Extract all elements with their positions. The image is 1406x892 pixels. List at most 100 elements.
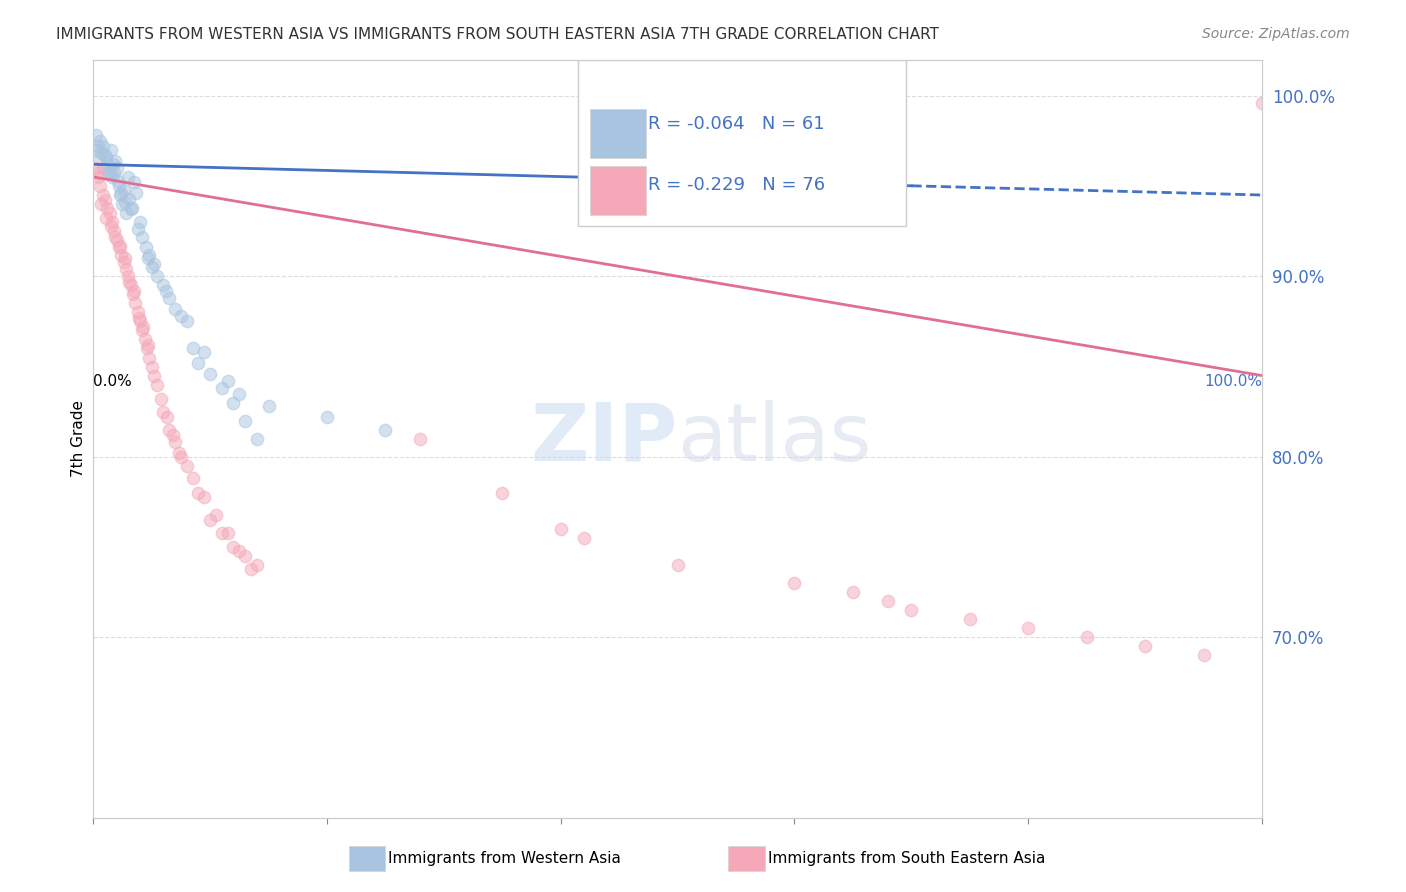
Text: Source: ZipAtlas.com: Source: ZipAtlas.com	[1202, 27, 1350, 41]
Point	[409, 432, 432, 446]
Point	[112, 183, 135, 197]
Point	[122, 175, 145, 189]
Point	[94, 150, 117, 164]
Point	[187, 486, 209, 500]
Point	[181, 342, 204, 356]
Text: 100.0%: 100.0%	[1204, 375, 1263, 389]
Point	[87, 139, 110, 153]
Point	[257, 399, 280, 413]
Point	[198, 367, 221, 381]
Point	[108, 238, 131, 252]
Text: R = -0.229   N = 76: R = -0.229 N = 76	[648, 176, 825, 194]
Point	[98, 164, 121, 178]
Point	[127, 305, 149, 319]
Point	[124, 296, 146, 310]
Point	[163, 435, 186, 450]
Point	[90, 197, 112, 211]
Point	[118, 192, 141, 206]
Point	[138, 351, 160, 365]
Point	[129, 314, 152, 328]
Point	[316, 410, 339, 425]
Point	[134, 333, 156, 347]
Point	[128, 310, 150, 325]
Point	[117, 269, 139, 284]
Point	[132, 319, 155, 334]
Point	[181, 471, 204, 485]
Point	[228, 543, 250, 558]
Point	[842, 585, 865, 599]
Point	[104, 229, 127, 244]
Point	[1251, 95, 1274, 110]
Point	[170, 450, 193, 464]
Point	[167, 446, 190, 460]
Point	[91, 139, 114, 153]
Point	[222, 540, 245, 554]
Point	[176, 314, 198, 328]
Point	[187, 356, 209, 370]
FancyBboxPatch shape	[591, 166, 645, 215]
Point	[1017, 621, 1039, 635]
Point	[97, 164, 120, 178]
Point	[246, 558, 269, 573]
Point	[162, 428, 184, 442]
Point	[374, 423, 396, 437]
Point	[93, 161, 115, 175]
Point	[86, 143, 108, 157]
Point	[136, 342, 159, 356]
Point	[136, 251, 159, 265]
Point	[146, 269, 169, 284]
Point	[108, 188, 131, 202]
Point	[783, 576, 806, 591]
Point	[666, 558, 689, 573]
Point	[152, 405, 174, 419]
FancyBboxPatch shape	[578, 60, 905, 227]
Text: Immigrants from Western Asia: Immigrants from Western Asia	[388, 852, 621, 866]
Point	[138, 247, 160, 261]
Point	[1192, 648, 1215, 663]
Point	[114, 195, 136, 210]
Point	[90, 146, 112, 161]
Point	[572, 531, 595, 545]
Text: R = -0.064   N = 61: R = -0.064 N = 61	[648, 115, 825, 133]
Point	[105, 161, 128, 175]
Point	[193, 345, 215, 359]
Point	[211, 525, 233, 540]
Point	[125, 186, 148, 201]
Text: Immigrants from South Eastern Asia: Immigrants from South Eastern Asia	[768, 852, 1045, 866]
Point	[228, 386, 250, 401]
Point	[152, 278, 174, 293]
Point	[222, 395, 245, 409]
Point	[155, 284, 177, 298]
Point	[84, 128, 107, 143]
Y-axis label: 7th Grade: 7th Grade	[72, 401, 86, 477]
Point	[1076, 631, 1098, 645]
Point	[1133, 640, 1156, 654]
Point	[101, 215, 124, 229]
Point	[491, 486, 513, 500]
Point	[240, 562, 263, 576]
Point	[157, 423, 180, 437]
Point	[163, 301, 186, 316]
Point	[111, 197, 134, 211]
Point	[233, 414, 256, 428]
Point	[103, 166, 125, 180]
Point	[877, 594, 900, 608]
Point	[91, 188, 114, 202]
Point	[115, 206, 138, 220]
Text: IMMIGRANTS FROM WESTERN ASIA VS IMMIGRANTS FROM SOUTH EASTERN ASIA 7TH GRADE COR: IMMIGRANTS FROM WESTERN ASIA VS IMMIGRAN…	[56, 27, 939, 42]
Point	[94, 194, 117, 208]
Point	[101, 157, 124, 171]
Point	[143, 368, 166, 383]
Text: atlas: atlas	[678, 400, 872, 478]
Point	[87, 152, 110, 166]
Point	[141, 260, 163, 275]
Point	[110, 247, 132, 261]
Point	[205, 508, 228, 522]
Point	[100, 219, 122, 233]
Point	[96, 201, 118, 215]
Point	[900, 603, 922, 617]
Point	[117, 169, 139, 184]
Point	[94, 211, 117, 226]
Point	[149, 392, 172, 406]
Point	[211, 381, 233, 395]
